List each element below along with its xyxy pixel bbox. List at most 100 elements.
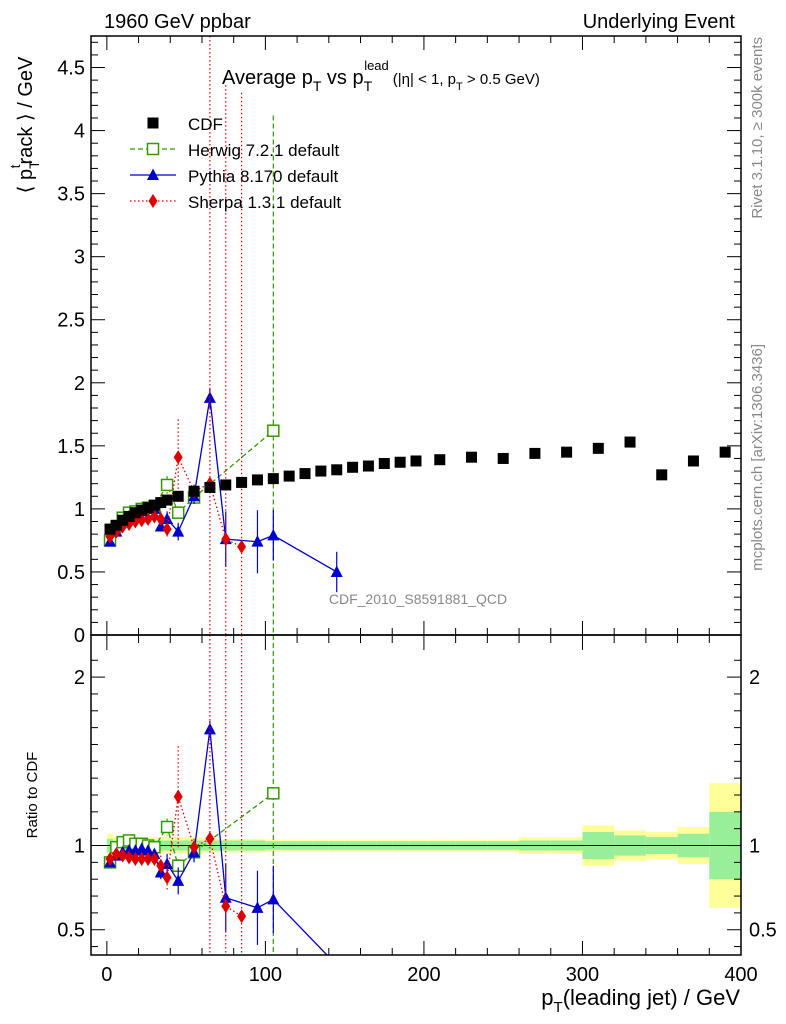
legend-marker-2: [147, 168, 159, 180]
cdf-data-point: [331, 464, 343, 476]
ratio-point-diamond: [221, 899, 231, 914]
ratio-point-triangle: [267, 892, 280, 905]
chart-title: Average pT vs pTlead(|η| < 1, pT > 0.5 G…: [222, 58, 540, 94]
ratio-point-triangle: [203, 722, 216, 735]
header-left: 1960 GeV ppbar: [104, 11, 251, 33]
y-tick-label: 4: [74, 121, 85, 143]
main-point-triangle: [172, 525, 185, 537]
cdf-data-point: [110, 519, 122, 531]
ratio-plot-area: [91, 635, 741, 955]
cdf-data-point: [299, 468, 311, 480]
y-tick-label: 3: [74, 247, 85, 269]
legend-label-2: Pythia 8.170 default: [188, 167, 339, 186]
y-tick-label: 0.5: [57, 562, 85, 584]
main-point-diamond: [237, 539, 247, 554]
ratio-y-tick-label: 2: [74, 667, 85, 689]
main-point-triangle: [161, 512, 174, 524]
cdf-data-point: [136, 504, 148, 516]
cdf-data-point: [188, 485, 200, 497]
ratio-point-triangle: [251, 901, 264, 913]
legend: CDF Herwig 7.2.1 default Pythia 8.170 defa…: [130, 115, 341, 212]
ratio-point-diamond: [173, 789, 183, 804]
main-point-diamond: [173, 450, 183, 465]
cdf-data-point: [283, 470, 295, 482]
cdf-data-point: [267, 473, 279, 485]
ratio-frame: [90, 634, 742, 956]
cdf-data-point: [347, 461, 359, 473]
ratio-point-open-square: [267, 787, 280, 800]
ratio-point-triangle: [172, 874, 185, 886]
main-point-diamond: [162, 522, 172, 537]
x-tick-label: 400: [724, 964, 757, 986]
ratio-point-diamond: [118, 848, 128, 863]
cdf-data-point: [161, 494, 173, 506]
cdf-data-point: [236, 476, 248, 488]
x-tick-label: 200: [407, 964, 440, 986]
main-point-open-square: [160, 478, 174, 492]
ratio-point-open-square: [160, 820, 174, 834]
y-axis-label: ⟨ pTtrack ⟩ / GeV: [7, 56, 42, 193]
y-tick-label: 4.5: [57, 58, 85, 80]
ratio-point-diamond: [189, 840, 199, 855]
cdf-data-point: [220, 479, 232, 491]
cdf-data-point: [687, 455, 699, 467]
cdf-data-point: [497, 452, 509, 464]
cdf-data-point: [624, 436, 636, 448]
y-tick-label: 0: [74, 625, 85, 647]
main-point-triangle: [330, 565, 343, 577]
cdf-data-point: [378, 457, 390, 469]
x-tick-label: 100: [249, 964, 282, 986]
legend-marker-1: [146, 142, 160, 156]
axes: 0 100 200 300 400 0 0.5 1 1.5 2 2.5 3 3.5 4 4.5 0.5 0.5 1…: [57, 36, 777, 986]
ratio-y-tick-label-right: 1: [749, 836, 760, 858]
x-axis-label: pT(leading jet) / GeV: [541, 985, 740, 1016]
cdf-data-point: [719, 446, 731, 458]
rivet-label: Rivet 3.1.10, ≥ 300k events: [749, 37, 766, 219]
cdf-data-point: [394, 456, 406, 468]
legend-marker-3: [148, 194, 158, 208]
ratio-point-diamond: [105, 852, 115, 866]
ratio-point-diamond: [143, 852, 153, 866]
cdf-data-point: [592, 442, 604, 454]
main-point-open-square: [171, 506, 185, 519]
ratio-point-diamond: [149, 852, 159, 866]
ratio-point-diamond: [130, 852, 140, 866]
main-point-triangle: [267, 528, 280, 541]
ratio-point-diamond: [124, 850, 134, 865]
mcplots-label: mcplots.cern.ch [arXiv:1306.3436]: [749, 344, 766, 571]
ratio-point-triangle: [219, 891, 232, 903]
legend-label-0: CDF: [188, 115, 223, 134]
ratio-point-diamond: [237, 909, 247, 924]
cdf-data-point: [251, 474, 263, 486]
cdf-data-point: [117, 514, 129, 526]
y-tick-label: 1.5: [57, 436, 85, 458]
ratio-point-diamond: [111, 846, 121, 861]
cdf-data-point: [148, 499, 160, 511]
cdf-data-point: [104, 523, 116, 535]
cdf-data-point: [123, 510, 135, 522]
ratio-y-tick-label: 0.5: [57, 920, 85, 942]
legend-label-1: Herwig 7.2.1 default: [188, 141, 339, 160]
ratio-point-diamond: [156, 858, 166, 873]
ratio-point-triangle: [142, 844, 155, 856]
cdf-data-point: [155, 497, 167, 509]
cdf-data-point: [465, 451, 477, 463]
analysis-label: CDF_2010_S8591881_QCD: [329, 591, 507, 607]
y-tick-label: 2: [74, 373, 85, 395]
main-point-diamond: [156, 511, 166, 526]
ratio-y-label: Ratio to CDF: [24, 752, 41, 839]
x-tick-label: 0: [101, 964, 112, 986]
y-tick-label: 1: [74, 499, 85, 521]
ratio-y-tick-label-right: 2: [749, 667, 760, 689]
cdf-data-point: [142, 502, 154, 514]
ratio-y-tick-label: 1: [74, 836, 85, 858]
cdf-data-point: [129, 507, 141, 519]
ratio-point-diamond: [137, 852, 147, 866]
cdf-data-point: [410, 455, 422, 467]
main-point-open-square: [267, 424, 280, 437]
y-tick-label: 2.5: [57, 310, 85, 332]
cdf-data-point: [172, 490, 184, 502]
main-plot-area: [103, 36, 731, 635]
y-tick-label: 3.5: [57, 184, 85, 206]
